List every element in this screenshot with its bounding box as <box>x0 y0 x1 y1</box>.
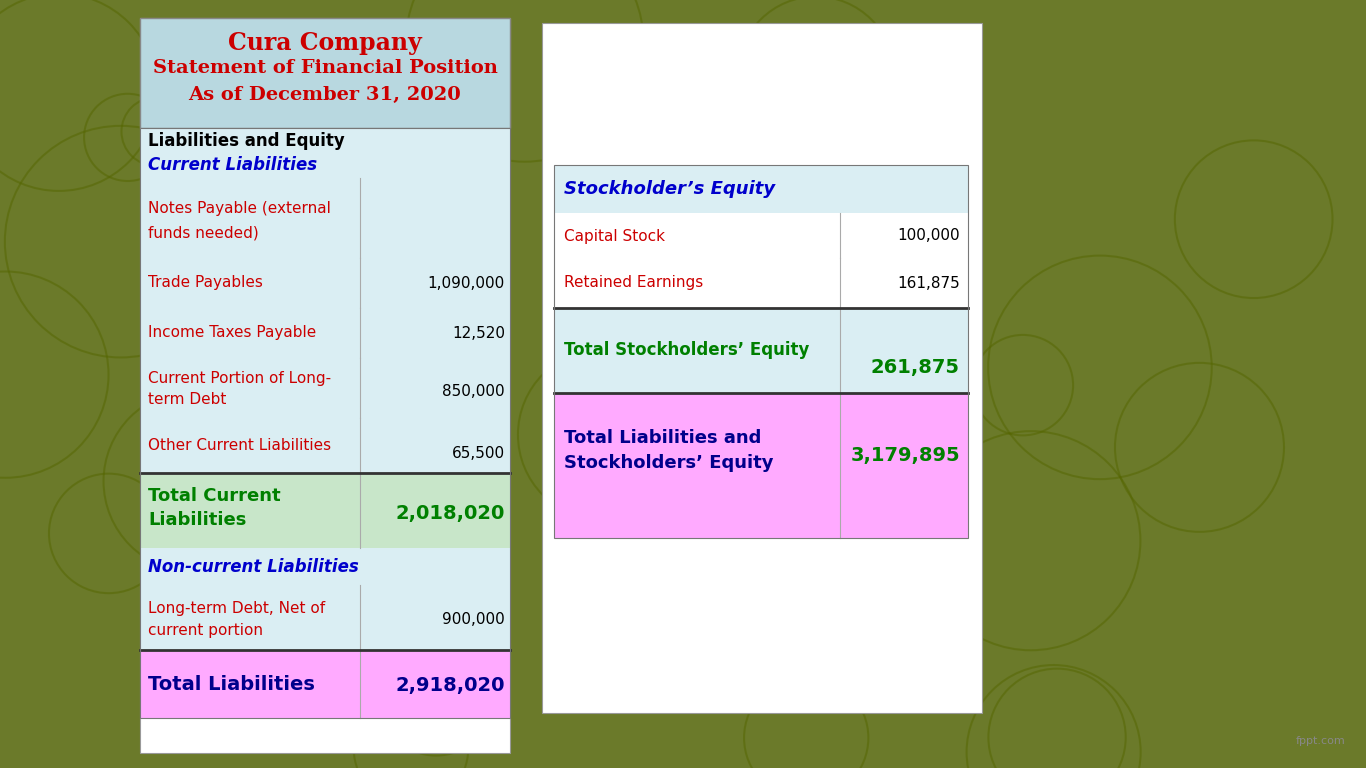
FancyBboxPatch shape <box>555 165 968 213</box>
Text: Retained Earnings: Retained Earnings <box>564 276 703 290</box>
Text: Other Current Liabilities: Other Current Liabilities <box>148 439 331 453</box>
FancyBboxPatch shape <box>555 213 968 258</box>
Text: Liabilities: Liabilities <box>148 511 246 529</box>
FancyBboxPatch shape <box>139 473 510 548</box>
Text: Trade Payables: Trade Payables <box>148 276 262 290</box>
FancyBboxPatch shape <box>555 393 968 538</box>
Text: 2,918,020: 2,918,020 <box>396 677 505 696</box>
Text: Capital Stock: Capital Stock <box>564 229 665 243</box>
Text: Total Current: Total Current <box>148 487 280 505</box>
FancyBboxPatch shape <box>139 128 510 178</box>
Text: Non-current Liabilities: Non-current Liabilities <box>148 558 359 576</box>
Text: Long-term Debt, Net of: Long-term Debt, Net of <box>148 601 325 615</box>
Text: fppt.com: fppt.com <box>1295 736 1346 746</box>
FancyBboxPatch shape <box>139 308 510 358</box>
FancyBboxPatch shape <box>139 18 510 128</box>
FancyBboxPatch shape <box>139 178 510 258</box>
Text: 65,500: 65,500 <box>452 445 505 461</box>
Text: Statement of Financial Position: Statement of Financial Position <box>153 59 497 77</box>
Text: 900,000: 900,000 <box>443 613 505 627</box>
Text: 100,000: 100,000 <box>897 229 960 243</box>
Text: Income Taxes Payable: Income Taxes Payable <box>148 326 317 340</box>
FancyBboxPatch shape <box>542 23 982 713</box>
FancyBboxPatch shape <box>139 258 510 308</box>
Text: term Debt: term Debt <box>148 392 227 408</box>
Text: funds needed): funds needed) <box>148 226 258 240</box>
Text: Stockholders’ Equity: Stockholders’ Equity <box>564 454 773 472</box>
Text: Total Liabilities: Total Liabilities <box>148 674 316 694</box>
Text: 2,018,020: 2,018,020 <box>396 504 505 522</box>
Text: 12,520: 12,520 <box>452 326 505 340</box>
FancyBboxPatch shape <box>139 18 510 753</box>
FancyBboxPatch shape <box>139 585 510 650</box>
Text: 261,875: 261,875 <box>872 359 960 378</box>
FancyBboxPatch shape <box>139 650 510 718</box>
Text: 3,179,895: 3,179,895 <box>851 446 960 465</box>
FancyBboxPatch shape <box>139 548 510 585</box>
Text: 161,875: 161,875 <box>897 276 960 290</box>
Text: Cura Company: Cura Company <box>228 31 422 55</box>
FancyBboxPatch shape <box>555 258 968 308</box>
FancyBboxPatch shape <box>139 358 510 418</box>
FancyBboxPatch shape <box>555 308 968 393</box>
Text: Stockholder’s Equity: Stockholder’s Equity <box>564 180 775 198</box>
FancyBboxPatch shape <box>139 418 510 473</box>
Text: Total Liabilities and: Total Liabilities and <box>564 429 761 447</box>
Text: Current Liabilities: Current Liabilities <box>148 156 317 174</box>
Text: Current Portion of Long-: Current Portion of Long- <box>148 370 331 386</box>
Text: Liabilities and Equity: Liabilities and Equity <box>148 132 344 150</box>
Text: Total Stockholders’ Equity: Total Stockholders’ Equity <box>564 341 810 359</box>
Text: As of December 31, 2020: As of December 31, 2020 <box>189 86 462 104</box>
Text: 850,000: 850,000 <box>443 383 505 399</box>
Text: current portion: current portion <box>148 623 264 637</box>
Text: Notes Payable (external: Notes Payable (external <box>148 200 331 216</box>
Text: 1,090,000: 1,090,000 <box>428 276 505 290</box>
